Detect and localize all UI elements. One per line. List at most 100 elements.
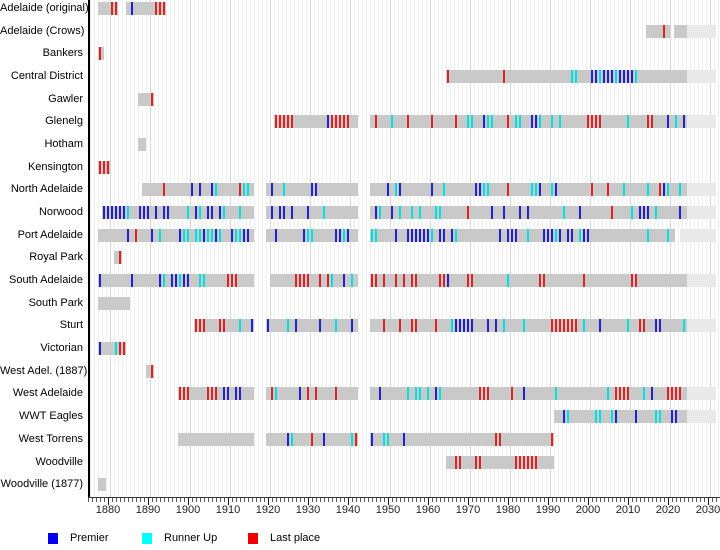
runner-up-mark (439, 387, 441, 400)
row-label-hotham[interactable]: Hotham (44, 138, 83, 150)
runner-up-mark (351, 433, 353, 446)
premier-mark (375, 206, 377, 219)
premier-mark (523, 387, 525, 400)
row-label-adelaide-original-[interactable]: Adelaide (original) (0, 2, 89, 14)
premier-mark (99, 274, 101, 287)
runner-up-mark (659, 410, 661, 423)
row-label-south-park[interactable]: South Park (28, 297, 83, 309)
decade-tick (108, 498, 109, 505)
runner-up-mark (335, 319, 337, 332)
last-place-mark (539, 274, 541, 287)
last-place-mark (631, 274, 633, 287)
last-place-mark (183, 387, 185, 400)
row-label-wwt-eagles[interactable]: WWT Eagles (19, 410, 83, 422)
premier-mark (643, 206, 645, 219)
last-place-mark (151, 365, 153, 378)
decade-gridline (110, 0, 111, 497)
row-label-port-adelaide[interactable]: Port Adelaide (17, 229, 83, 241)
premier-mark (675, 410, 677, 423)
premier-mark (347, 229, 349, 242)
premier-mark (659, 319, 661, 332)
premier-mark (151, 229, 153, 242)
premier-mark (471, 319, 473, 332)
premier-mark (555, 183, 557, 196)
era-bar (142, 183, 254, 196)
legend-label: Runner Up (164, 532, 218, 544)
premier-mark (571, 229, 573, 242)
row-label-norwood[interactable]: Norwood (38, 206, 83, 218)
runner-up-mark (163, 274, 165, 287)
premier-mark (559, 229, 561, 242)
row-label-sturt[interactable]: Sturt (59, 319, 83, 331)
runner-up-mark (247, 183, 249, 196)
decade-gridline (350, 0, 351, 497)
row-label-west-adel-1887-[interactable]: West Adel. (1887) (0, 365, 88, 377)
premier-mark (187, 274, 189, 287)
row-label-woodville[interactable]: Woodville (35, 456, 84, 468)
row-label-adelaide-crows-[interactable]: Adelaide (Crows) (0, 25, 85, 37)
premier-mark (127, 229, 129, 242)
axis-year-label: 2000 (575, 504, 601, 516)
premier-mark (267, 319, 269, 332)
premier-mark (599, 319, 601, 332)
last-place-mark (507, 183, 509, 196)
runner-up-mark (655, 206, 657, 219)
row-label-kensington[interactable]: Kensington (27, 161, 83, 173)
runner-up-mark (415, 387, 417, 400)
decade-gridline (510, 0, 511, 497)
last-place-mark (431, 115, 433, 128)
last-place-mark (135, 229, 137, 242)
row-label-west-adelaide[interactable]: West Adelaide (12, 387, 83, 399)
row-label-gawler[interactable]: Gawler (48, 93, 83, 105)
row-label-woodville-1877-[interactable]: Woodville (1877) (0, 478, 83, 490)
runner-up-mark (391, 115, 393, 128)
row-label-glenelg[interactable]: Glenelg (45, 115, 83, 127)
last-place-mark (331, 115, 333, 128)
row-label-north-adelaide[interactable]: North Adelaide (10, 183, 83, 195)
runner-up-mark (183, 229, 185, 242)
last-place-mark (575, 319, 577, 332)
last-place-mark (199, 319, 201, 332)
last-place-mark (647, 115, 649, 128)
last-place-mark (295, 274, 297, 287)
premier-mark (279, 206, 281, 219)
premier-mark (319, 319, 321, 332)
premier-mark (543, 229, 545, 242)
premier-mark (527, 206, 529, 219)
row-label-west-torrens[interactable]: West Torrens (18, 433, 83, 445)
row-label-victorian[interactable]: Victorian (40, 342, 83, 354)
premier-mark (663, 183, 665, 196)
decade-gridline (630, 0, 631, 497)
era-bar (98, 478, 106, 491)
runner-up-mark (675, 115, 677, 128)
last-place-mark (395, 274, 397, 287)
last-place-mark (383, 274, 385, 287)
era-bar-future (687, 70, 716, 83)
runner-up-mark (507, 274, 509, 287)
last-place-swatch-icon (248, 533, 258, 544)
decade-tick (388, 498, 389, 505)
axis-year-label: 1880 (95, 504, 121, 516)
premier-mark (583, 229, 585, 242)
runner-up-mark (515, 115, 517, 128)
premier-mark (407, 229, 409, 242)
premier-mark (371, 433, 373, 446)
premier-mark (443, 229, 445, 242)
runner-up-mark (199, 274, 201, 287)
runner-up-mark (427, 387, 429, 400)
last-place-mark (671, 387, 673, 400)
premier-mark (239, 387, 241, 400)
last-place-mark (231, 274, 233, 287)
last-place-mark (319, 274, 321, 287)
row-label-bankers[interactable]: Bankers (42, 47, 83, 59)
row-label-central-district[interactable]: Central District (10, 70, 83, 82)
last-place-mark (227, 274, 229, 287)
premier-mark (451, 229, 453, 242)
runner-up-mark (647, 183, 649, 196)
last-place-mark (435, 319, 437, 332)
row-label-royal-park[interactable]: Royal Park (29, 251, 83, 263)
era-bar (98, 297, 130, 310)
row-label-south-adelaide[interactable]: South Adelaide (8, 274, 83, 286)
premier-mark (427, 229, 429, 242)
era-bar (138, 138, 146, 151)
